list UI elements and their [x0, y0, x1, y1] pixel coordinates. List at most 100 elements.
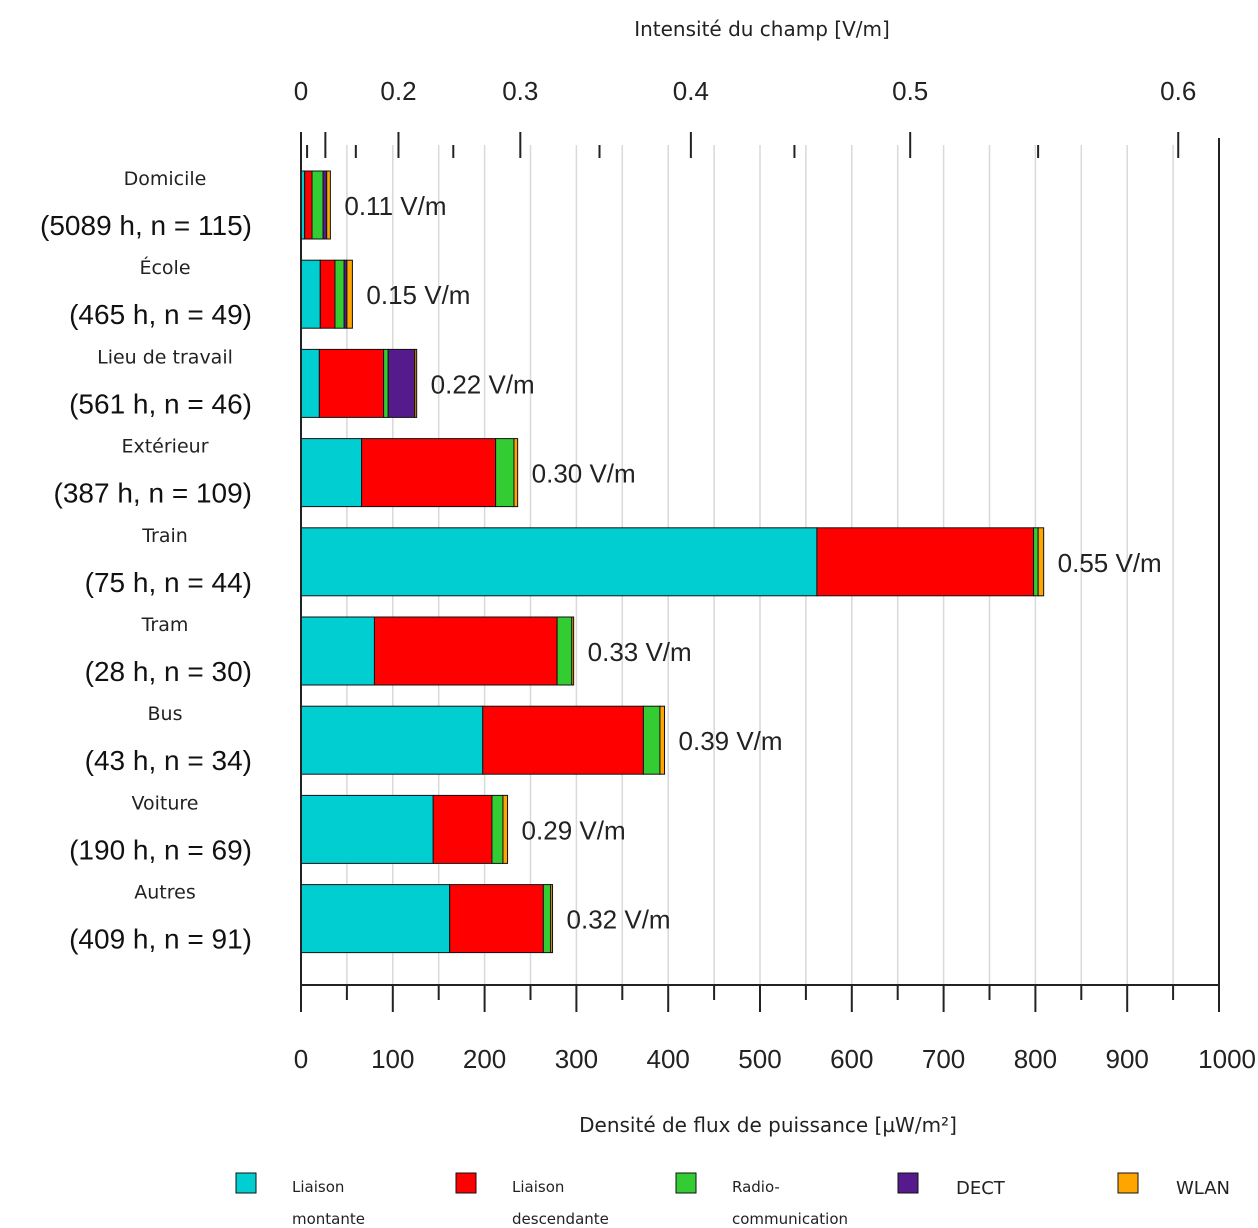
bar-segment [304, 170, 313, 240]
bar-segment [491, 794, 504, 864]
bar-segment [571, 616, 575, 686]
category-subtitle: (75 h, n = 44) [85, 567, 252, 598]
bar-segment [326, 170, 331, 240]
category-subtitle: (5089 h, n = 115) [40, 210, 252, 241]
legend-swatch [897, 1172, 919, 1194]
bar-segment [482, 705, 644, 775]
category-name: Voiture [131, 792, 198, 814]
legend-swatch [235, 1172, 257, 1194]
legend-swatch [455, 1172, 477, 1194]
bar-segment [556, 616, 573, 686]
bar-segment [300, 884, 451, 954]
bar-value-label: 0.11 V/m [344, 191, 446, 221]
bar-value-label: 0.22 V/m [431, 369, 535, 399]
legend-label: DECT [956, 1178, 1006, 1199]
x-tick-label: 600 [830, 1044, 873, 1074]
value-annotations: 0.11 V/m 0.15 V/m 0.22 V/m 0.30 V/m 0.55 V/m… [344, 191, 1161, 935]
bars [300, 170, 1045, 954]
category-subtitle: (190 h, n = 69) [69, 834, 252, 865]
bar-segment [300, 616, 375, 686]
bar-segment [513, 438, 519, 508]
category-labels: Domicile (5089 h, n = 115) École (465 h, n … [40, 168, 252, 955]
top-axis-ticks: 0 0.2 0.3 0.4 0.5 0.6 [294, 76, 1196, 158]
bar-segment [387, 348, 416, 418]
x-tick-label: 700 [922, 1044, 965, 1074]
bar-segment [300, 527, 818, 597]
bar-segment [300, 438, 363, 508]
bar-value-label: 0.55 V/m [1058, 548, 1162, 578]
x-tick-label: 100 [371, 1044, 414, 1074]
legend-swatch [675, 1172, 697, 1194]
legend-label: Liaison [512, 1178, 564, 1196]
category-name: Lieu de travail [97, 346, 233, 368]
top-tick-label: 0.4 [673, 76, 709, 106]
top-tick-label: 0.2 [380, 76, 416, 106]
bar-segment [334, 259, 345, 329]
category-name: Extérieur [121, 436, 208, 458]
bar-segment [318, 348, 385, 418]
bar-segment [414, 348, 418, 418]
bar-segment [300, 259, 321, 329]
top-tick-label: 0.6 [1160, 76, 1196, 106]
category-name: Tram [141, 614, 189, 636]
x-tick-label: 0 [294, 1044, 308, 1074]
top-tick-label: 0 [294, 76, 308, 106]
category-subtitle: (43 h, n = 34) [85, 745, 252, 776]
bar-segment [361, 438, 497, 508]
bar-segment [1033, 527, 1039, 597]
top-tick-label: 0.3 [502, 76, 538, 106]
bar-segment [311, 170, 324, 240]
bar-segment [659, 705, 666, 775]
bar-value-label: 0.39 V/m [679, 726, 783, 756]
category-subtitle: (561 h, n = 46) [69, 388, 252, 419]
bar-value-label: 0.15 V/m [366, 280, 470, 310]
bar-segment [300, 348, 320, 418]
x-tick-label: 500 [738, 1044, 781, 1074]
category-subtitle: (465 h, n = 49) [69, 299, 252, 330]
legend: Liaison montante Liaison descendante Radio-c… [235, 1172, 1230, 1228]
bar-segment [542, 884, 552, 954]
bottom-axis-ticks: 0 100 200 300 400 500 600 700 800 900 1000 [294, 985, 1256, 1074]
x-tick-label: 900 [1106, 1044, 1149, 1074]
category-subtitle: (387 h, n = 109) [54, 478, 252, 509]
x-tick-label: 300 [555, 1044, 598, 1074]
bar-segment [432, 794, 493, 864]
legend-label-line2: communication [732, 1210, 848, 1228]
bar-segment [373, 616, 558, 686]
bar-segment [449, 884, 544, 954]
bar-segment [346, 259, 353, 329]
legend-label: Radio- [732, 1178, 780, 1196]
bar-segment [300, 794, 434, 864]
bar-segment [300, 705, 484, 775]
legend-label: WLAN [1176, 1178, 1230, 1199]
x-tick-label: 200 [463, 1044, 506, 1074]
top-axis-title: Intensité du champ [V/m] [634, 17, 890, 41]
legend-label-line2: descendante [512, 1210, 609, 1228]
bar-segment [322, 170, 328, 240]
bar-segment [1037, 527, 1045, 597]
bar-value-label: 0.32 V/m [567, 905, 671, 935]
legend-label: Liaison [292, 1178, 344, 1196]
category-name: Train [141, 525, 188, 547]
bar-segment [495, 438, 515, 508]
bar-value-label: 0.29 V/m [522, 815, 626, 845]
x-tick-label: 800 [1014, 1044, 1057, 1074]
category-subtitle: (409 h, n = 91) [69, 924, 252, 955]
bottom-axis-title: Densité de flux de puissance [µW/m²] [579, 1113, 957, 1137]
x-tick-label: 400 [647, 1044, 690, 1074]
top-tick-label: 0.5 [892, 76, 928, 106]
bar-segment [502, 794, 509, 864]
category-name: Autres [134, 882, 195, 904]
bar-segment [816, 527, 1035, 597]
bar-segment [383, 348, 389, 418]
bar-value-label: 0.33 V/m [588, 637, 692, 667]
x-tick-label: 1000 [1198, 1044, 1256, 1074]
bar-segment [642, 705, 661, 775]
bar-segment [550, 884, 554, 954]
bar-value-label: 0.30 V/m [532, 459, 636, 489]
category-subtitle: (28 h, n = 30) [85, 656, 252, 687]
bar-segment [319, 259, 336, 329]
legend-label-line2: montante [292, 1210, 365, 1228]
category-name: Bus [148, 703, 183, 725]
